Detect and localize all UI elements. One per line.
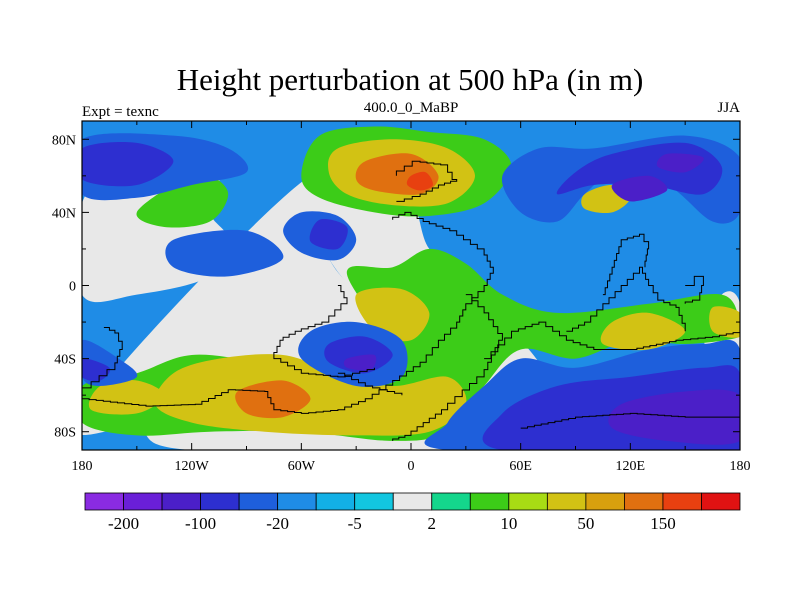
- x-tick-label-1: 120W: [175, 459, 210, 474]
- colorbar-swatch-3: [200, 492, 240, 511]
- contour-region-level--5-2: [82, 142, 174, 187]
- colorbar-swatch-1: [123, 492, 163, 511]
- contour-region-level-4-1: [154, 354, 467, 436]
- colorbar-swatch-0: [84, 492, 124, 511]
- colorbar-label-2: -20: [266, 514, 289, 533]
- colorbar-swatch-15: [662, 492, 702, 511]
- coastline-5: [484, 321, 740, 360]
- colorbar-label-7: 150: [650, 514, 676, 533]
- chart-title: Height perturbation at 500 hPa (in m): [177, 62, 644, 97]
- contour-region-level--6-1: [656, 153, 704, 173]
- coastline-4: [392, 294, 503, 441]
- colorbar-swatch-12: [546, 492, 587, 511]
- colorbar-swatch-11: [508, 492, 548, 511]
- contour-region-level-6-1: [235, 380, 311, 419]
- y-axis: 80N 40N 0 40S 80S: [52, 133, 740, 441]
- colorbar-swatch-8: [392, 492, 433, 511]
- colorbar-swatch-14: [624, 492, 664, 511]
- colorbar-swatch-2: [161, 492, 201, 511]
- y-tick-label-2: 0: [69, 280, 76, 295]
- x-tick-label-0: 180: [72, 459, 93, 474]
- coastline-0: [82, 327, 123, 392]
- coastline-1: [82, 211, 494, 414]
- contour-region-level--5-3: [324, 336, 393, 374]
- x-tick-label-6: 180: [730, 459, 751, 474]
- colorbar-swatch-16: [701, 492, 741, 511]
- contour-region-level-4-2: [88, 380, 165, 415]
- contour-region-level--6-0: [611, 175, 668, 202]
- contour-region-level-7-0: [406, 171, 434, 191]
- contour-region-level-2-1: [136, 174, 229, 228]
- contour-region-level--5-4: [309, 219, 348, 250]
- x-tick-label-2: 60W: [288, 459, 316, 474]
- contour-region-level--6-2: [608, 389, 740, 445]
- colorbar-label-3: -5: [348, 514, 362, 533]
- coastline-10: [337, 372, 403, 396]
- contour-fields: [82, 121, 740, 450]
- colorbar-swatch-13: [585, 492, 625, 511]
- contour-region-level-4-3: [600, 312, 686, 351]
- y-tick-label-3: 40S: [54, 353, 76, 368]
- right-label: JJA: [717, 100, 740, 116]
- colorbar-label-6: 50: [577, 514, 594, 533]
- x-tick-label-3: 0: [408, 459, 415, 474]
- colorbar-swatch-9: [431, 492, 471, 511]
- center-label: 400.0_0_MaBP: [364, 100, 459, 116]
- colorbar-label-0: -200: [108, 514, 139, 533]
- x-tick-label-4: 60E: [509, 459, 532, 474]
- contour-region-level--4-6: [165, 229, 284, 277]
- left-label: Expt = texnc: [82, 104, 159, 120]
- colorbar-swatch-10: [469, 492, 510, 511]
- colorbar: -200 -100 -20 -5 2 10 50 150: [84, 492, 741, 533]
- colorbar-swatch-6: [315, 492, 356, 511]
- colorbar-label-4: 2: [428, 514, 437, 533]
- colorbar-label-5: 10: [500, 514, 517, 533]
- contour-region-level--6-3: [343, 354, 377, 371]
- x-tick-label-5: 120E: [616, 459, 646, 474]
- y-tick-label-0: 80N: [52, 133, 76, 148]
- colorbar-swatch-7: [354, 492, 394, 511]
- colorbar-swatch-5: [277, 492, 317, 511]
- coastline-3: [395, 160, 458, 202]
- y-tick-label-1: 40N: [52, 206, 76, 221]
- colorbar-swatch-4: [238, 492, 279, 511]
- coastline-9: [684, 275, 704, 304]
- contour-region-level-4-5: [709, 306, 740, 338]
- coastlines: [82, 160, 740, 441]
- coastline-8: [520, 412, 740, 429]
- coastline-6: [566, 266, 686, 332]
- x-axis: 180 120W 60W 0 60E 120E 180: [72, 121, 751, 474]
- coastline-7: [602, 233, 650, 296]
- y-tick-label-4: 80S: [54, 426, 76, 441]
- colorbar-label-1: -100: [185, 514, 216, 533]
- coastline-2: [273, 285, 375, 378]
